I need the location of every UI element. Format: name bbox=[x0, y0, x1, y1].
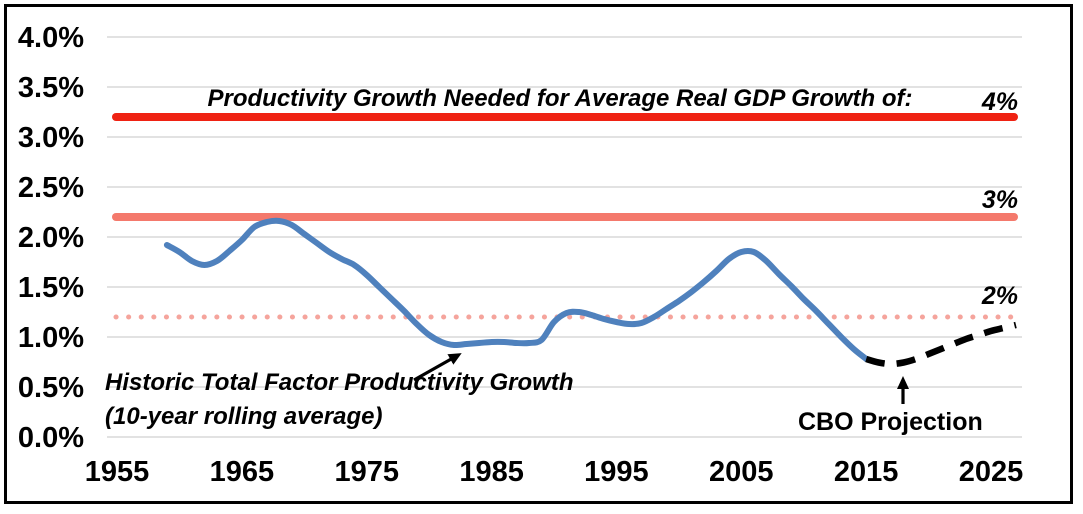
ref-label-3pct: 3% bbox=[982, 186, 1018, 214]
x-tick-label: 1995 bbox=[584, 456, 649, 488]
x-tick-label: 1985 bbox=[459, 456, 524, 488]
historic-annotation-arrow-icon bbox=[413, 353, 462, 382]
x-axis-labels: 1955 1965 1975 1985 1995 2005 2015 2025 bbox=[85, 456, 1024, 488]
y-tick-label: 1.0% bbox=[18, 322, 84, 354]
y-tick-label: 2.0% bbox=[18, 222, 84, 254]
x-tick-label: 2025 bbox=[959, 456, 1024, 488]
y-axis-labels: 4.0% 3.5% 3.0% 2.5% 2.0% 1.5% 1.0% 0.5% 0.0% bbox=[18, 22, 84, 454]
y-tick-label: 2.5% bbox=[18, 172, 84, 204]
data-series bbox=[163, 217, 1017, 368]
x-tick-label: 2005 bbox=[709, 456, 774, 488]
reference-lines bbox=[112, 113, 1018, 320]
ref-label-4pct: 4% bbox=[981, 88, 1018, 116]
x-tick-label: 1965 bbox=[210, 456, 275, 488]
ref-label-2pct: 2% bbox=[981, 282, 1018, 310]
y-tick-label: 1.5% bbox=[18, 272, 84, 304]
y-tick-label: 0.0% bbox=[18, 422, 84, 454]
cbo-projection-line bbox=[865, 321, 1017, 368]
x-tick-label: 1975 bbox=[334, 456, 399, 488]
cbo-annotation: CBO Projection bbox=[798, 408, 983, 436]
historic-annotation-line2: (10-year rolling average) bbox=[105, 403, 382, 430]
y-tick-label: 3.0% bbox=[18, 122, 84, 154]
gridlines bbox=[107, 36, 1022, 438]
historic-tfp-line bbox=[163, 217, 870, 362]
y-tick-label: 4.0% bbox=[18, 22, 84, 54]
x-tick-label: 1955 bbox=[85, 456, 150, 488]
x-tick-label: 2015 bbox=[834, 456, 899, 488]
y-tick-label: 0.5% bbox=[18, 372, 84, 404]
y-tick-label: 3.5% bbox=[18, 72, 84, 104]
historic-annotation-line1: Historic Total Factor Productivity Growt… bbox=[105, 369, 574, 396]
chart-title: Productivity Growth Needed for Average R… bbox=[208, 85, 913, 112]
